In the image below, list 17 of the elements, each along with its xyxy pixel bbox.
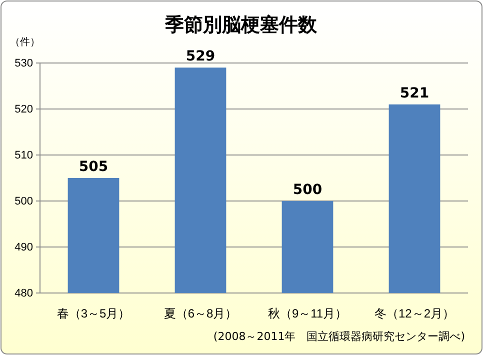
y-axis-title: （件） [10,37,40,48]
y-tick-label: 490 [14,242,33,254]
y-tick-label: 530 [14,58,33,70]
y-tick-label: 480 [14,288,33,300]
data-label: 500 [292,182,322,198]
x-tick-label: 夏（6～8月） [164,306,238,321]
data-label: 529 [186,48,216,65]
x-tick-label: 冬（12～2月） [374,306,455,321]
x-tick-label: 春（3～5月） [56,306,130,321]
text: (2008～2011年 国立循環器病研究センター調べ) [213,330,465,343]
data-label: 521 [400,85,430,102]
y-tick-label: 520 [14,104,33,116]
chart-title: 季節別脳梗塞件数 [164,14,318,36]
data-label: 505 [78,159,108,175]
x-tick-label: 秋（9～11月） [268,306,348,321]
y-tick-label: 500 [14,196,33,208]
y-tick-label: 510 [14,150,33,162]
